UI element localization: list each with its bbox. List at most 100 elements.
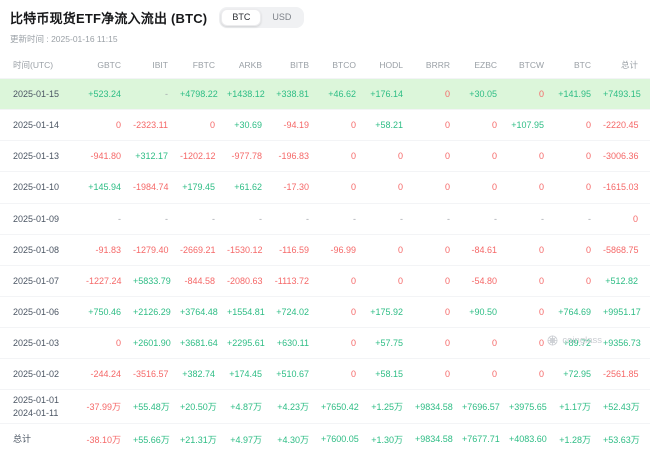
table-row: 2025-01-10 +145.94 -1984.74 +179.45 +61.62 -1… [0, 171, 650, 204]
column-header: BTC [574, 60, 591, 70]
flow-value-cell: +1.30万 [368, 422, 415, 455]
flow-value-cell: -1202.12 [180, 140, 227, 172]
flow-value-cell: 0 [321, 140, 368, 172]
flow-value-cell: +4.87万 [227, 389, 274, 424]
flow-value-cell: -1227.24 [86, 264, 133, 297]
flow-value-cell: +46.62 [321, 77, 368, 110]
table-row: 2025-01-08 -91.83 -1279.40 -2669.21 -1530.12… [0, 233, 650, 266]
flow-value-cell: -84.61 [462, 233, 509, 266]
flow-value-cell: -2080.63 [227, 264, 274, 297]
flow-value-cell: -96.99 [321, 233, 368, 266]
flow-value-cell: 0 [509, 327, 556, 359]
flow-value-cell: 0 [321, 327, 368, 359]
flow-value-cell: 0 [556, 109, 603, 141]
date-cell: 2025-01-08 [0, 233, 86, 266]
flow-value-cell: +4083.60 [509, 422, 556, 455]
column-header: FBTC [192, 60, 215, 70]
flow-value-cell: - [274, 202, 321, 235]
table-header: 时间(UTC) GBTC IBIT FBTC ARKB BITB BTCO HODL BRRR E… [0, 52, 650, 79]
date-cell: 2025-01-07 [0, 264, 86, 297]
flow-value-cell: +338.81 [274, 77, 321, 110]
flow-value-cell: 0 [415, 264, 462, 297]
flow-value-cell: +7677.71 [462, 422, 509, 455]
flow-value-cell: +3975.65 [509, 389, 556, 424]
table-row: 2025-01-09- - - - - - - - - - -0 [0, 202, 650, 235]
column-header: GBTC [97, 60, 121, 70]
flow-value-cell: +312.17 [133, 140, 180, 172]
flow-value-cell: +53.63万 [603, 422, 650, 455]
flow-value-cell: +9356.73 [603, 327, 650, 359]
column-header: BTCO [332, 60, 356, 70]
flow-value-cell: +510.67 [274, 358, 321, 390]
flow-value-cell: +61.62 [227, 171, 274, 204]
flow-value-cell: - [462, 202, 509, 235]
flow-value-cell: 0 [509, 140, 556, 172]
flow-value-cell: +30.69 [227, 109, 274, 141]
flow-value-cell: +7600.05 [321, 422, 368, 455]
flow-value-cell: 0 [556, 264, 603, 297]
flow-value-cell: +4.30万 [274, 422, 321, 455]
flow-value-cell: - [509, 202, 556, 235]
flow-value-cell: -844.58 [180, 264, 227, 297]
flow-value-cell: -2323.11 [133, 109, 180, 141]
toggle-btc[interactable]: BTC [221, 9, 262, 26]
flow-value-cell: -1279.40 [133, 233, 180, 266]
flow-value-cell: +382.74 [180, 358, 227, 390]
flow-value-cell: +58.15 [368, 358, 415, 390]
flow-value-cell: +1.25万 [368, 389, 415, 424]
flow-value-cell: +58.21 [368, 109, 415, 141]
flow-value-cell: 0 [462, 109, 509, 141]
flow-value-cell: -1113.72 [274, 264, 321, 297]
table-row: 2025-01-02 -244.24 -3516.57 +382.74 +174.45 +… [0, 358, 650, 390]
flow-value-cell: +750.46 [86, 295, 133, 328]
flow-value-cell: -1530.12 [227, 233, 274, 266]
flow-value-cell: - [180, 202, 227, 235]
flow-value-cell: +20.50万 [180, 389, 227, 424]
column-header: BTCW [518, 60, 544, 70]
flow-value-cell: - [415, 202, 462, 235]
flow-value-cell: -3006.36 [603, 140, 650, 172]
flow-value-cell: +7493.15 [603, 77, 650, 110]
date-cell: 2025-01-06 [0, 295, 86, 328]
flow-value-cell: +57.75 [368, 327, 415, 359]
flow-value-cell: +630.11 [274, 327, 321, 359]
flow-value-cell: +4798.22 [180, 77, 227, 110]
flow-value-cell: 0 [86, 109, 133, 141]
flow-value-cell: 0 [321, 171, 368, 204]
column-header: EZBC [474, 60, 497, 70]
flow-value-cell: 0 [415, 327, 462, 359]
flow-value-cell: -91.83 [86, 233, 133, 266]
flow-value-cell: 0 [415, 358, 462, 390]
date-cell: 2025-01-09 [0, 202, 86, 235]
flow-value-cell: -977.78 [227, 140, 274, 172]
flow-value-cell: - [321, 202, 368, 235]
flow-value-cell: 0 [462, 140, 509, 172]
flow-value-cell: 0 [321, 295, 368, 328]
flow-value-cell: -196.83 [274, 140, 321, 172]
flow-value-cell: 0 [415, 233, 462, 266]
flow-value-cell: +3764.48 [180, 295, 227, 328]
flow-value-cell: -2220.45 [603, 109, 650, 141]
flow-value-cell: +523.24 [86, 77, 133, 110]
date-cell: 2025-01-01 2024-01-11 [0, 389, 86, 424]
flow-value-cell: +21.31万 [180, 422, 227, 455]
flow-value-cell: 0 [180, 109, 227, 141]
flow-value-cell: - [86, 202, 133, 235]
column-header: 时间(UTC) [13, 60, 54, 70]
flow-value-cell: +512.82 [603, 264, 650, 297]
updated-timestamp: 更新时间 : 2025-01-16 11:15 [10, 34, 118, 44]
flow-value-cell: 0 [603, 202, 650, 235]
flow-value-cell: 0 [415, 171, 462, 204]
flow-value-cell: +89.72 [556, 327, 603, 359]
flow-value-cell: +9834.58 [415, 422, 462, 455]
flow-value-cell: +724.02 [274, 295, 321, 328]
currency-toggle: BTC USD [219, 7, 305, 28]
flow-value-cell: 0 [321, 358, 368, 390]
date-cell: 总计 [0, 422, 86, 455]
flow-value-cell: +1438.12 [227, 77, 274, 110]
toggle-usd[interactable]: USD [272, 12, 292, 22]
flow-value-cell: +52.43万 [603, 389, 650, 424]
flow-value-cell: 0 [415, 77, 462, 110]
flow-value-cell: +9951.17 [603, 295, 650, 328]
flow-value-cell: +1554.81 [227, 295, 274, 328]
